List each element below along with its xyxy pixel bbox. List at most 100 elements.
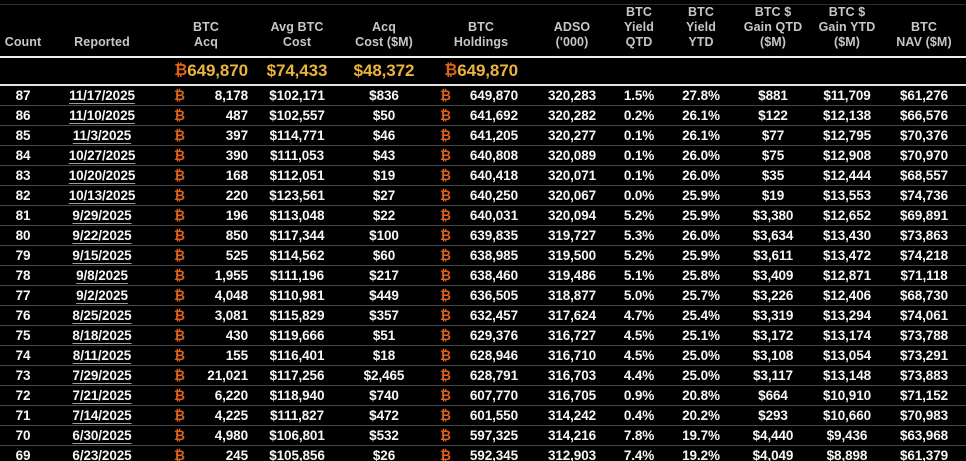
reported-date-link[interactable]: 8/11/2025 [72,348,132,364]
btc-acq-value: 525 [225,248,248,264]
reported-date-link[interactable]: 11/17/2025 [69,88,135,104]
reported-date-link[interactable]: 10/20/2025 [68,168,136,184]
cell-count: 84 [0,145,46,167]
column-header: BTC $ Gain QTD ($M) [734,4,812,59]
btc-icon: ₿ [174,148,185,164]
cell-btc-holdings: ₿ 597,325 [428,425,534,447]
reported-date-link[interactable]: 11/3/2025 [72,128,132,144]
btc-acq-value: 487 [225,108,248,124]
btc-icon: ₿ [440,368,451,384]
cell-nav: $61,379 [882,445,966,461]
table-row: 85 11/3/2025 ₿ 397 $114,771 $46 ₿ 641,20… [0,125,966,147]
cell-count: 87 [0,85,46,107]
cell-adso: 319,486 [534,265,610,287]
cell-btc-holdings: ₿ 639,835 [428,225,534,247]
reported-date-link[interactable]: 6/30/2025 [72,428,132,444]
cell-yield-qtd: 5.2% [610,245,668,267]
cell-count: 72 [0,385,46,407]
reported-date-link[interactable]: 9/15/2025 [72,248,132,264]
reported-date-link[interactable]: 8/25/2025 [72,308,132,324]
cell-gain-ytd: $13,148 [812,365,882,387]
cell-btc-holdings: ₿ 629,376 [428,325,534,347]
cell-adso: 318,877 [534,285,610,307]
btc-icon: ₿ [174,408,185,424]
cell-acq-cost: $472 [340,405,428,427]
btc-acq-value: 390 [225,148,248,164]
reported-date-link[interactable]: 6/23/2025 [72,448,132,461]
column-header: BTC Yield YTD [668,4,734,59]
cell-gain-qtd: $35 [734,165,812,187]
cell-yield-ytd: 20.2% [668,405,734,427]
cell-yield-qtd: 5.2% [610,205,668,227]
column-header: BTC $ Gain YTD ($M) [812,4,882,59]
cell-gain-qtd: $3,409 [734,265,812,287]
cell-yield-ytd: 26.1% [668,105,734,127]
cell-avg-btc-cost: $102,171 [254,85,340,107]
table-row: 70 6/30/2025 ₿ 4,980 $106,801 $532 ₿ 597… [0,425,966,447]
btc-holdings-value: 649,870 [469,88,518,104]
reported-date-link[interactable]: 9/8/2025 [76,268,128,284]
cell-yield-qtd: 0.1% [610,145,668,167]
cell-gain-qtd: $3,172 [734,325,812,347]
cell-nav: $73,883 [882,365,966,387]
summary-acq-cost: $48,372 [340,57,428,87]
cell-btc-acq: ₿ 397 [158,125,254,147]
reported-date-link[interactable]: 7/21/2025 [72,388,132,404]
cell-count: 82 [0,185,46,207]
cell-gain-ytd: $12,444 [812,165,882,187]
cell-yield-ytd: 27.8% [668,85,734,107]
cell-yield-qtd: 1.5% [610,85,668,107]
reported-date-link[interactable]: 7/14/2025 [72,408,132,424]
table-row: 80 9/22/2025 ₿ 850 $117,344 $100 ₿ 639,8… [0,225,966,247]
cell-gain-qtd: $4,049 [734,445,812,461]
reported-date-link[interactable]: 8/18/2025 [72,328,132,344]
cell-acq-cost: $51 [340,325,428,347]
cell-gain-ytd: $13,553 [812,185,882,207]
reported-date-link[interactable]: 9/2/2025 [76,288,128,304]
cell-adso: 319,727 [534,225,610,247]
cell-reported: 9/15/2025 [46,245,158,267]
cell-yield-qtd: 7.4% [610,445,668,461]
cell-nav: $66,576 [882,105,966,127]
cell-nav: $70,983 [882,405,966,427]
cell-yield-qtd: 4.5% [610,345,668,367]
cell-acq-cost: $22 [340,205,428,227]
cell-avg-btc-cost: $114,562 [254,245,340,267]
cell-yield-ytd: 25.8% [668,265,734,287]
cell-adso: 316,703 [534,365,610,387]
cell-avg-btc-cost: $119,666 [254,325,340,347]
reported-date-link[interactable]: 9/22/2025 [72,228,132,244]
cell-reported: 10/13/2025 [46,185,158,207]
cell-avg-btc-cost: $118,940 [254,385,340,407]
btc-icon: ₿ [174,308,185,324]
btc-icon: ₿ [174,448,185,461]
reported-date-link[interactable]: 11/10/2025 [69,108,135,124]
cell-acq-cost: $2,465 [340,365,428,387]
cell-reported: 10/27/2025 [46,145,158,167]
column-header: Count [0,4,46,59]
cell-btc-holdings: ₿ 638,460 [428,265,534,287]
btc-acq-value: 196 [225,208,248,224]
btc-acq-value: 1,955 [214,268,248,284]
btc-acq-value: 220 [225,188,248,204]
cell-gain-qtd: $3,226 [734,285,812,307]
cell-acq-cost: $532 [340,425,428,447]
cell-btc-acq: ₿ 4,225 [158,405,254,427]
cell-gain-ytd: $10,910 [812,385,882,407]
btc-acq-value: 850 [225,228,248,244]
reported-date-link[interactable]: 10/13/2025 [68,188,136,204]
cell-gain-qtd: $664 [734,385,812,407]
table-row: 86 11/10/2025 ₿ 487 $102,557 $50 ₿ 641,6… [0,105,966,127]
reported-date-link[interactable]: 9/29/2025 [72,208,132,224]
cell-avg-btc-cost: $114,771 [254,125,340,147]
cell-nav: $73,863 [882,225,966,247]
reported-date-link[interactable]: 7/29/2025 [72,368,132,384]
cell-yield-ytd: 25.7% [668,285,734,307]
cell-gain-ytd: $12,795 [812,125,882,147]
cell-gain-qtd: $19 [734,185,812,207]
btc-holdings-value: 640,418 [469,168,518,184]
cell-adso: 320,277 [534,125,610,147]
btc-icon: ₿ [440,88,451,104]
reported-date-link[interactable]: 10/27/2025 [68,148,136,164]
cell-avg-btc-cost: $102,557 [254,105,340,127]
